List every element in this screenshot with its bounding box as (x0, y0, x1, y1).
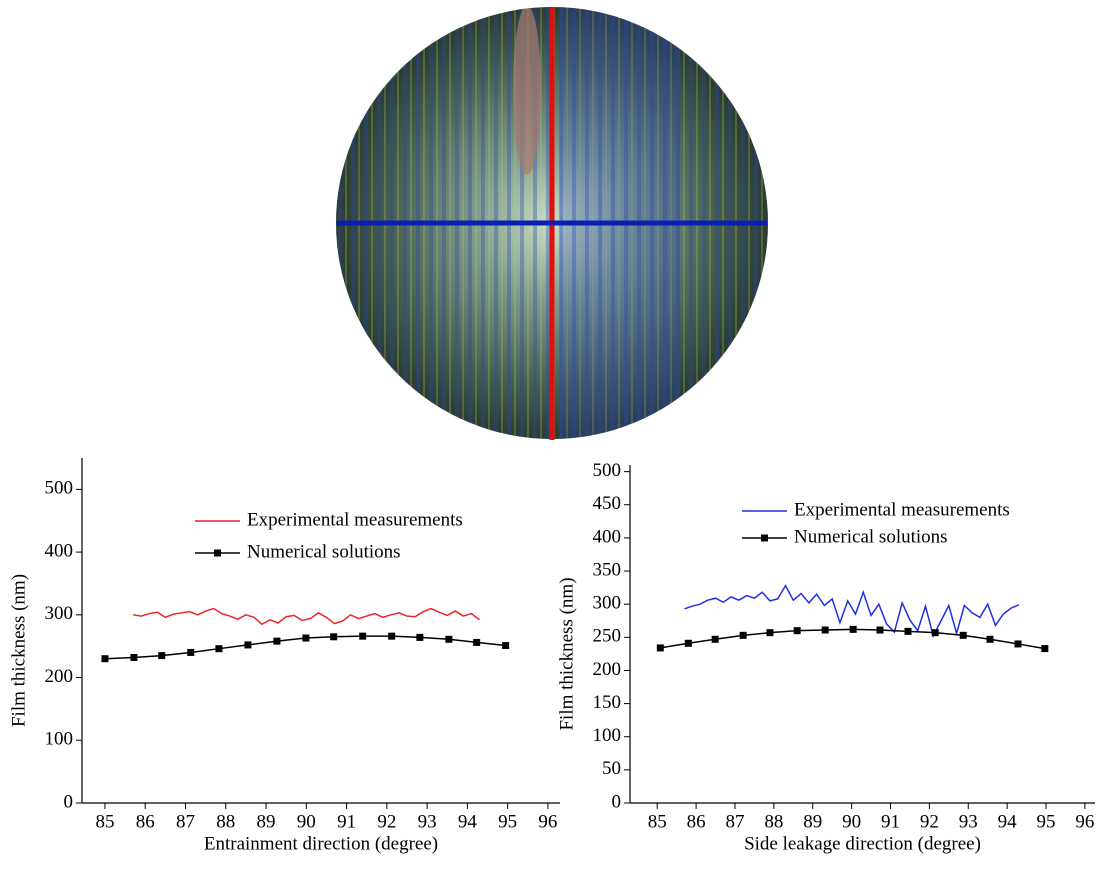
y-tick-label: 450 (593, 493, 622, 514)
x-tick-label: 88 (764, 811, 783, 832)
point (158, 652, 166, 660)
point (244, 641, 252, 649)
x-tick-label: 92 (377, 811, 396, 832)
point (793, 627, 801, 635)
legend-label: Experimental measurements (794, 499, 1010, 520)
y-tick-label: 500 (45, 478, 74, 499)
x-tick-label: 93 (959, 811, 978, 832)
point (1014, 640, 1022, 648)
point (302, 634, 310, 642)
x-tick-label: 89 (257, 811, 276, 832)
point (904, 627, 912, 635)
x-tick-label: 91 (337, 811, 356, 832)
y-tick-label: 0 (612, 791, 622, 812)
x-tick-label: 91 (881, 811, 900, 832)
y-axis-label: Film thickness (nm) (556, 577, 577, 730)
point (684, 639, 692, 647)
point (359, 632, 367, 640)
point (739, 631, 747, 639)
point (986, 635, 994, 643)
legend-label: Experimental measurements (247, 509, 463, 530)
interferogram (336, 7, 768, 440)
x-tick-label: 85 (648, 811, 667, 832)
y-tick-label: 400 (593, 526, 622, 547)
point (215, 645, 223, 653)
legend-label: Numerical solutions (247, 541, 401, 562)
x-tick-label: 95 (498, 811, 517, 832)
y-tick-label: 500 (593, 460, 622, 481)
point (656, 644, 664, 652)
y-tick-label: 250 (593, 626, 622, 647)
point (130, 653, 138, 661)
point (959, 631, 967, 639)
x-tick-label: 90 (297, 811, 316, 832)
y-axis-label: Film thickness (nm) (8, 574, 29, 727)
x-axis-label: Side leakage direction (degree) (744, 833, 981, 854)
series-line (684, 584, 1020, 639)
x-tick-label: 90 (842, 811, 861, 832)
point (931, 629, 939, 637)
x-tick-label: 85 (95, 811, 114, 832)
y-tick-label: 200 (593, 659, 622, 680)
y-tick-label: 100 (593, 725, 622, 746)
x-tick-label: 92 (920, 811, 939, 832)
x-tick-label: 96 (538, 811, 557, 832)
y-tick-label: 150 (593, 692, 622, 713)
x-tick-label: 93 (418, 811, 437, 832)
y-tick-label: 400 (45, 540, 74, 561)
point (330, 633, 338, 641)
y-tick-label: 300 (593, 593, 622, 614)
legend-label: Numerical solutions (794, 526, 948, 547)
x-tick-label: 87 (176, 811, 195, 832)
x-tick-label: 95 (1037, 811, 1056, 832)
y-tick-label: 300 (45, 603, 74, 624)
x-tick-label: 94 (998, 811, 1018, 832)
point (473, 638, 481, 646)
x-tick-label: 86 (136, 811, 155, 832)
point (711, 635, 719, 643)
y-tick-label: 100 (45, 729, 74, 750)
point (876, 626, 884, 634)
y-tick-label: 200 (45, 666, 74, 687)
point (388, 632, 396, 640)
point (849, 625, 857, 633)
x-tick-label: 89 (803, 811, 822, 832)
y-tick-label: 0 (64, 791, 74, 812)
point (416, 633, 424, 641)
point (821, 626, 829, 634)
x-axis-label: Entrainment direction (degree) (204, 833, 438, 854)
point (101, 655, 109, 663)
point (502, 642, 510, 650)
x-tick-label: 86 (687, 811, 706, 832)
legend-marker (214, 549, 221, 557)
x-tick-label: 88 (216, 811, 235, 832)
y-tick-label: 350 (593, 559, 622, 580)
x-tick-label: 87 (725, 811, 744, 832)
point (273, 637, 281, 645)
point (1041, 645, 1049, 653)
legend-marker (761, 534, 768, 542)
point (445, 635, 453, 643)
point (766, 629, 774, 637)
point (187, 648, 195, 656)
x-tick-label: 94 (458, 811, 478, 832)
x-tick-label: 96 (1075, 811, 1094, 832)
y-tick-label: 50 (602, 758, 621, 779)
series-line (133, 607, 480, 626)
